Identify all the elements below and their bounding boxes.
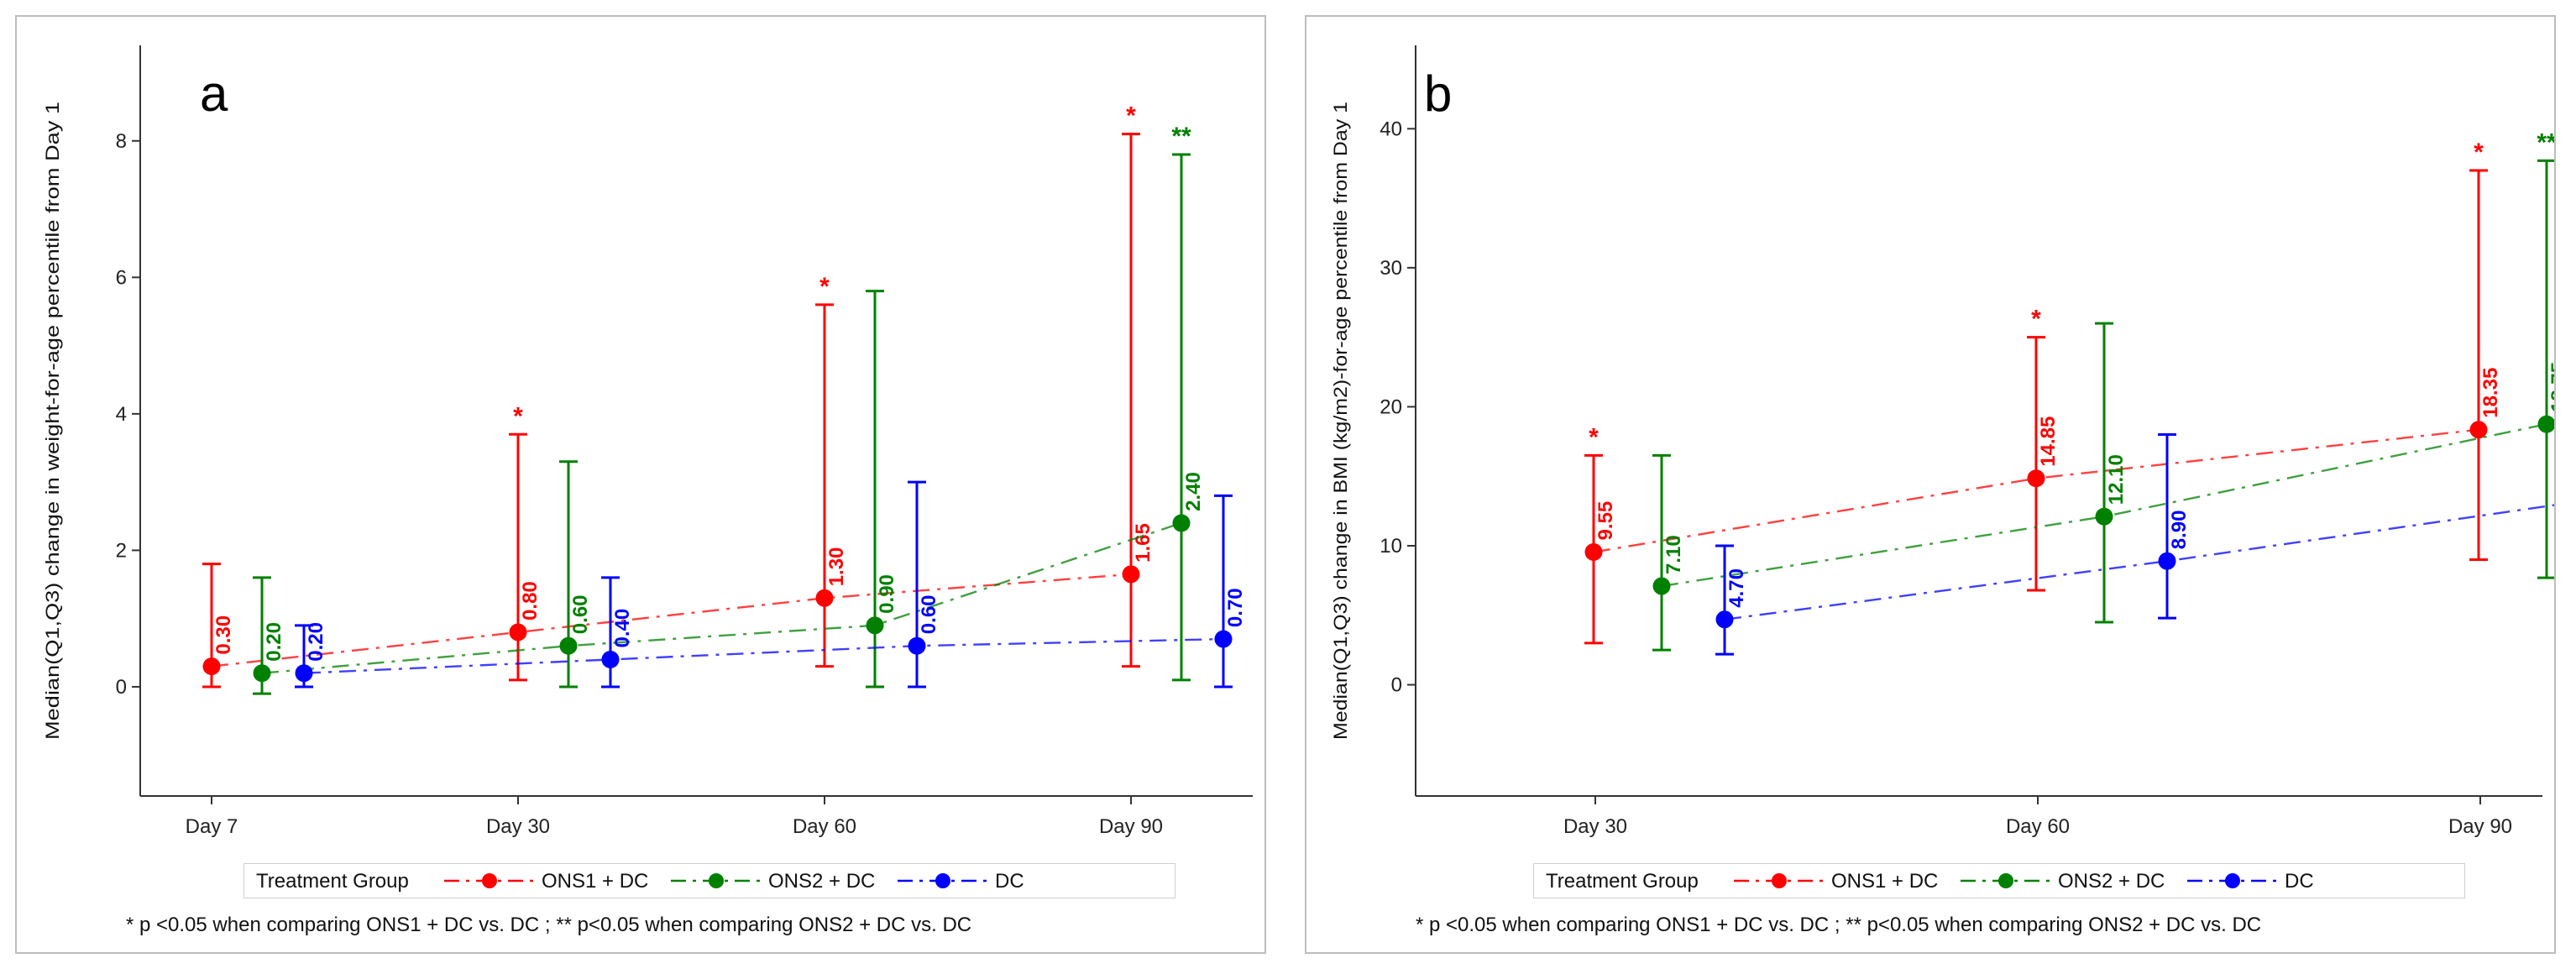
data-label: 18.35 [2479,368,2502,418]
legend-b-label-ons1: ONS1 + DC [1831,870,1939,893]
legend-a-swatch-ons1 [444,873,535,888]
y-axis-label: Median(Q1,Q3) change in BMI (kg/m2)-for-… [1330,102,1351,740]
median-point [2095,507,2113,526]
x-tick-label: Day 90 [1099,815,1163,838]
y-tick-label: 6 [116,266,127,289]
y-tick-label: 30 [1380,257,1402,280]
median-point [2158,552,2176,570]
data-label: 7.10 [1662,535,1685,574]
significance-marker: ** [2537,128,2554,156]
significance-marker: * [819,273,830,301]
y-axis-label: Median(Q1,Q3) change in weight-for-age p… [42,102,63,740]
series-line-1 [261,521,1182,674]
legend-b-title: Treatment Group [1546,870,1699,893]
chart-b-plot: 0 10 20 30 40 Day 30 Day 60 Day 90 Median(Q1,Q3)… [1330,45,2554,838]
median-point [253,664,271,683]
y-tick-label: 40 [1380,118,1402,140]
median-point [509,623,527,641]
legend-a: Treatment Group ONS1 + DC ONS2 + DC DC [243,863,1175,898]
series-line-2 [303,637,1224,674]
x-tick-label: Day 60 [2006,815,2070,838]
series-line-2 [1724,504,2554,621]
median-point [1584,542,1603,561]
data-label: 9.55 [1594,501,1617,541]
median-point [202,657,221,676]
median-point [1122,565,1140,584]
y-tick-label: 10 [1380,535,1402,558]
chart-panel-b: 0 10 20 30 40 Day 30 Day 60 Day 90 Median(Q1,Q3)… [1305,15,2556,954]
y-tick-label: 2 [116,539,127,562]
data-label: 12.10 [2105,454,2128,505]
x-tick-label: Day 90 [2448,815,2512,838]
chart-panel-a: 0 2 4 6 8 Day 7 Day 30 Day 60 Day 90 Median(Q1,Q3… [15,15,1266,954]
data-label: 0.40 [611,609,634,648]
data-label: 18.75 [2547,362,2554,412]
data-label: 0.80 [519,581,542,621]
y-tick-label: 8 [116,130,127,153]
median-point [2537,415,2554,433]
data-label: 1.65 [1132,523,1154,563]
legend-b-swatch-ons2 [1961,873,2051,888]
data-label: 0.60 [918,594,940,634]
legend-a-swatch-ons2 [671,873,762,888]
x-tick-label: Day 60 [793,815,856,838]
median-point [1172,514,1191,532]
significance-marker: * [2031,306,2041,333]
median-point [908,636,926,655]
legend-a-swatch-dc [898,873,988,888]
legend-b-swatch-dc [2187,873,2278,888]
legend-b-label-dc: DC [2285,870,2314,893]
y-tick-label: 0 [1391,674,1402,697]
median-point [815,589,834,607]
x-tick-label: Day 7 [186,815,238,838]
x-tick-label: Day 30 [1563,815,1627,838]
data-label: 0.90 [876,574,898,614]
significance-marker: * [513,402,523,430]
data-label: 0.20 [263,622,285,662]
footnote-a: * p <0.05 when comparing ONS1 + DC vs. D… [126,914,972,936]
median-point [2027,469,2045,488]
data-label: 14.85 [2037,416,2060,467]
data-label: 0.60 [569,594,592,634]
y-tick-label: 0 [116,676,127,699]
median-point [2469,421,2488,439]
data-label: 8.90 [2168,510,2191,549]
y-tick-label: 4 [116,403,127,426]
legend-a-label-ons1: ONS1 + DC [542,870,649,893]
legend-a-title: Treatment Group [256,870,409,893]
legend-a-label-ons2: ONS2 + DC [768,870,876,893]
x-tick-label: Day 30 [486,815,550,838]
legend-b: Treatment Group ONS1 + DC ONS2 + DC DC [1533,863,2465,898]
data-label: 0.20 [305,622,327,662]
footnote-b: * p <0.05 when comparing ONS1 + DC vs. D… [1416,914,2262,936]
median-point [295,664,313,683]
median-point [1214,630,1233,648]
median-point [601,650,620,668]
panel-letter: b [1424,65,1452,122]
data-label: 0.70 [1224,588,1247,627]
data-label: 1.30 [825,547,848,587]
panel-letter: a [200,65,228,122]
data-label: 4.70 [1725,568,1748,608]
median-point [1652,577,1671,595]
significance-marker: * [1126,102,1136,130]
median-point [1715,610,1734,629]
legend-b-label-ons2: ONS2 + DC [2058,870,2165,893]
legend-b-swatch-ons1 [1734,873,1825,888]
data-label: 2.40 [1182,472,1205,511]
series-line-0 [211,573,1132,668]
median-point [559,636,578,655]
significance-marker: * [2474,139,2484,166]
chart-a-plot: 0 2 4 6 8 Day 7 Day 30 Day 60 Day 90 Median(Q1,Q3… [42,45,1253,838]
median-point [866,616,884,635]
data-label: 0.30 [212,615,235,655]
y-tick-label: 20 [1380,395,1402,418]
significance-marker: * [1589,423,1599,451]
legend-a-label-dc: DC [995,870,1024,893]
significance-marker: ** [1171,123,1191,150]
